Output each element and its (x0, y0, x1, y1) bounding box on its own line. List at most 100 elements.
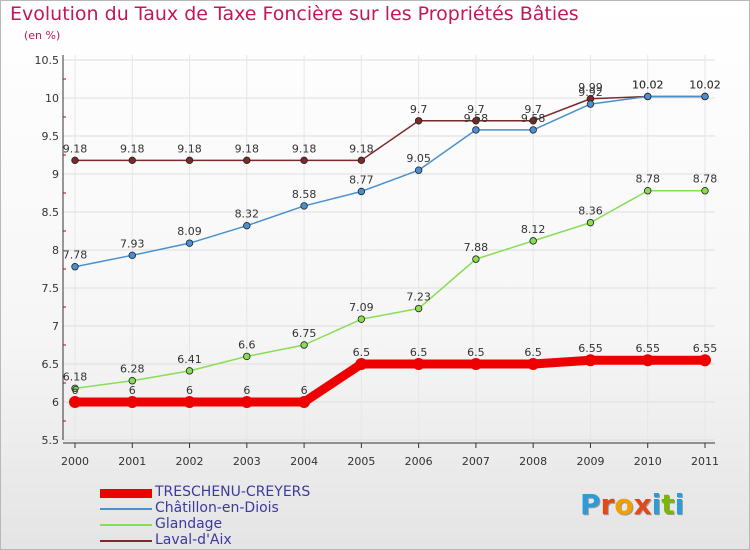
data-label: 6.18 (63, 370, 88, 383)
y-tick-label: 7.5 (42, 282, 60, 295)
data-label: 8.09 (177, 225, 202, 238)
data-label: 6.6 (238, 338, 256, 351)
y-tick-label: 8.5 (42, 206, 60, 219)
data-point (357, 187, 366, 196)
data-label: 9.58 (521, 112, 546, 125)
data-label: 10.02 (689, 78, 721, 91)
data-point (128, 156, 136, 165)
data-point (357, 156, 366, 165)
data-point (240, 396, 253, 408)
data-point (300, 202, 308, 210)
data-point (472, 126, 480, 134)
legend-label: Glandage (155, 516, 223, 532)
data-label: 6 (129, 384, 136, 397)
data-point (71, 263, 79, 271)
data-label: 8.32 (235, 208, 260, 221)
legend-swatch (100, 540, 152, 542)
data-point (641, 354, 654, 367)
data-label: 6.55 (693, 342, 718, 355)
data-label: 7.78 (63, 249, 88, 262)
x-tick-label: 2004 (290, 455, 318, 468)
y-tick-label: 6.5 (42, 358, 60, 371)
data-label: 7.23 (406, 291, 431, 304)
data-point (298, 396, 311, 408)
data-point (584, 354, 597, 367)
data-label: 8.78 (693, 173, 718, 186)
data-label: 7.09 (349, 301, 374, 314)
proxiti-logo: Proxiti (580, 488, 685, 521)
data-point (183, 396, 196, 408)
data-label: 6 (301, 384, 308, 397)
data-label: 9.7 (467, 103, 485, 116)
data-label: 9.18 (120, 142, 145, 155)
data-point (128, 251, 136, 260)
data-point (469, 358, 482, 370)
data-label: 8.78 (635, 173, 660, 186)
data-label: 10.02 (632, 78, 664, 91)
data-point (355, 358, 368, 370)
y-tick-label: 10.5 (35, 54, 60, 67)
x-tick-label: 2000 (61, 455, 89, 468)
data-label: 9.05 (406, 152, 431, 165)
data-point (414, 166, 423, 174)
data-label: 6.5 (467, 346, 485, 359)
data-point (472, 117, 480, 125)
x-tick-label: 2011 (691, 455, 719, 468)
data-point (185, 156, 194, 165)
legend-label: TRESCHENU-CREYERS (155, 484, 311, 500)
legend-swatch (100, 508, 152, 510)
data-point (529, 117, 537, 125)
data-point (414, 304, 423, 313)
data-label: 7.88 (464, 241, 489, 254)
data-label: 9.18 (235, 142, 260, 155)
data-label: 7.93 (120, 237, 145, 250)
data-label: 6 (72, 384, 79, 397)
series-line (75, 355, 705, 407)
data-point (701, 187, 709, 195)
data-point (472, 255, 480, 263)
data-point (586, 100, 595, 108)
data-point (300, 341, 308, 349)
chart-unit-label: (en %) (24, 29, 61, 42)
data-point (300, 156, 308, 165)
legend-item: Glandage (100, 516, 360, 533)
data-label: 9.7 (410, 103, 428, 116)
data-point (71, 384, 79, 393)
data-label: 8.36 (578, 205, 603, 218)
y-tick-label: 7 (52, 320, 59, 333)
data-point (71, 156, 79, 165)
data-label: 8.77 (349, 173, 374, 186)
data-label: 8.12 (521, 223, 546, 236)
data-point (529, 126, 537, 134)
data-label: 9.18 (349, 142, 374, 155)
y-tick-label: 8 (52, 244, 59, 257)
data-point (644, 187, 652, 195)
data-point (243, 221, 251, 230)
data-label: 9.7 (524, 103, 542, 116)
data-label: 6.5 (524, 346, 542, 359)
data-label: 6 (186, 384, 193, 397)
legend-swatch (100, 488, 152, 498)
data-label: 6.41 (177, 353, 202, 366)
data-label: 6.55 (578, 342, 603, 355)
series-line (74, 189, 705, 390)
data-label: 9.99 (578, 81, 603, 94)
data-point (586, 218, 595, 227)
y-tick-label: 10 (45, 92, 59, 105)
data-label: 6 (243, 384, 250, 397)
x-tick-label: 2007 (462, 455, 490, 468)
data-point (414, 117, 423, 125)
legend-item: TRESCHENU-CREYERS (100, 484, 360, 501)
data-point (128, 377, 136, 385)
series-line (74, 95, 705, 268)
x-tick-label: 2005 (347, 455, 375, 468)
y-tick-label: 5.5 (42, 434, 60, 447)
y-tick-label: 9.5 (42, 130, 60, 143)
data-label: 9.18 (63, 142, 88, 155)
data-label: 6.28 (120, 363, 145, 376)
data-label: 9.92 (578, 86, 603, 99)
data-label: 6.5 (353, 346, 371, 359)
legend-item: Châtillon-en-Diois (100, 500, 360, 517)
data-point (699, 354, 711, 367)
x-tick-label: 2010 (634, 455, 662, 468)
